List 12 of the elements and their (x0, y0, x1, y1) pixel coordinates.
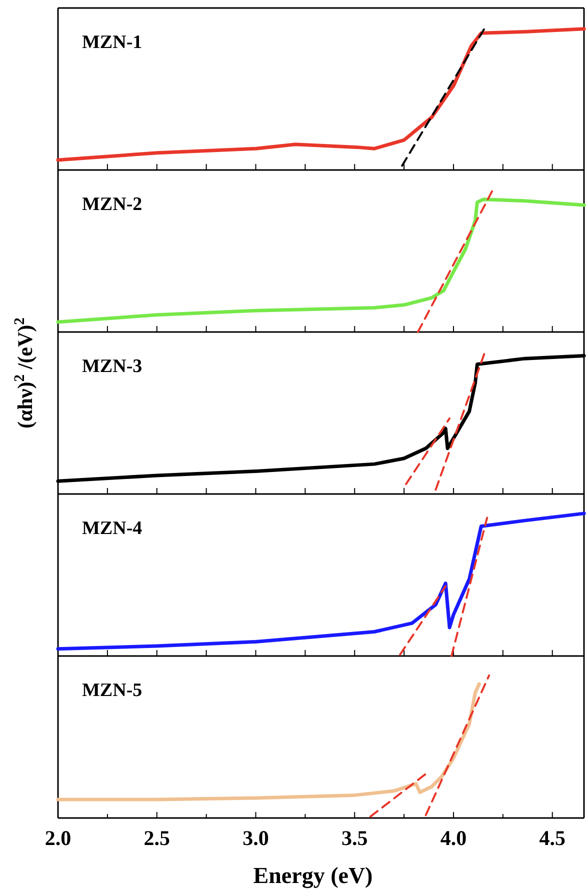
x-tick-label: 2.0 (44, 826, 72, 850)
x-tick-label: 4.5 (539, 826, 566, 850)
x-tick-label: 3.5 (341, 826, 368, 850)
text: MZN-2 (82, 194, 142, 215)
x-tick-label: 4.0 (440, 826, 467, 850)
x-axis-title: Energy (eV) (253, 863, 373, 889)
text: MZN-3 (82, 356, 142, 377)
text: MZN-5 (82, 680, 142, 701)
x-tick-label: 2.5 (144, 826, 170, 850)
text: MZN-4 (82, 518, 143, 539)
text: MZN-1 (82, 32, 142, 53)
x-tick-label: 3.0 (242, 826, 269, 850)
